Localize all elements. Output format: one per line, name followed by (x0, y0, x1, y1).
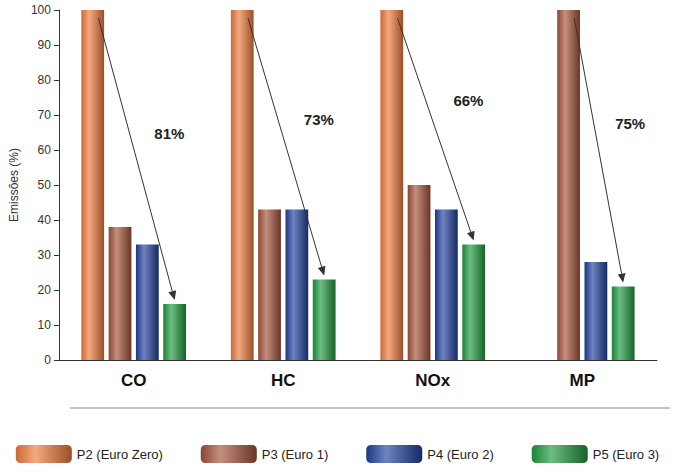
svg-text:20: 20 (38, 283, 52, 297)
svg-text:P4 (Euro 2): P4 (Euro 2) (427, 447, 493, 462)
svg-text:80: 80 (38, 73, 52, 87)
svg-text:60: 60 (38, 143, 52, 157)
svg-text:0: 0 (44, 353, 51, 367)
svg-text:90: 90 (38, 38, 52, 52)
svg-text:66%: 66% (453, 92, 483, 109)
svg-text:NOx: NOx (415, 371, 451, 390)
svg-text:70: 70 (38, 108, 52, 122)
svg-text:P5 (Euro 3): P5 (Euro 3) (593, 447, 659, 462)
svg-text:Emissões (%): Emissões (%) (7, 148, 21, 222)
svg-text:50: 50 (38, 178, 52, 192)
svg-text:CO: CO (121, 371, 147, 390)
svg-text:75%: 75% (615, 115, 645, 132)
svg-text:40: 40 (38, 213, 52, 227)
svg-text:81%: 81% (154, 125, 184, 142)
svg-text:MP: MP (569, 371, 595, 390)
svg-text:10: 10 (38, 318, 52, 332)
svg-text:P2 (Euro Zero): P2 (Euro Zero) (77, 447, 163, 462)
svg-text:P3 (Euro 1): P3 (Euro 1) (262, 447, 328, 462)
svg-text:100: 100 (31, 3, 51, 17)
svg-text:30: 30 (38, 248, 52, 262)
svg-text:73%: 73% (304, 111, 334, 128)
svg-text:HC: HC (271, 371, 296, 390)
